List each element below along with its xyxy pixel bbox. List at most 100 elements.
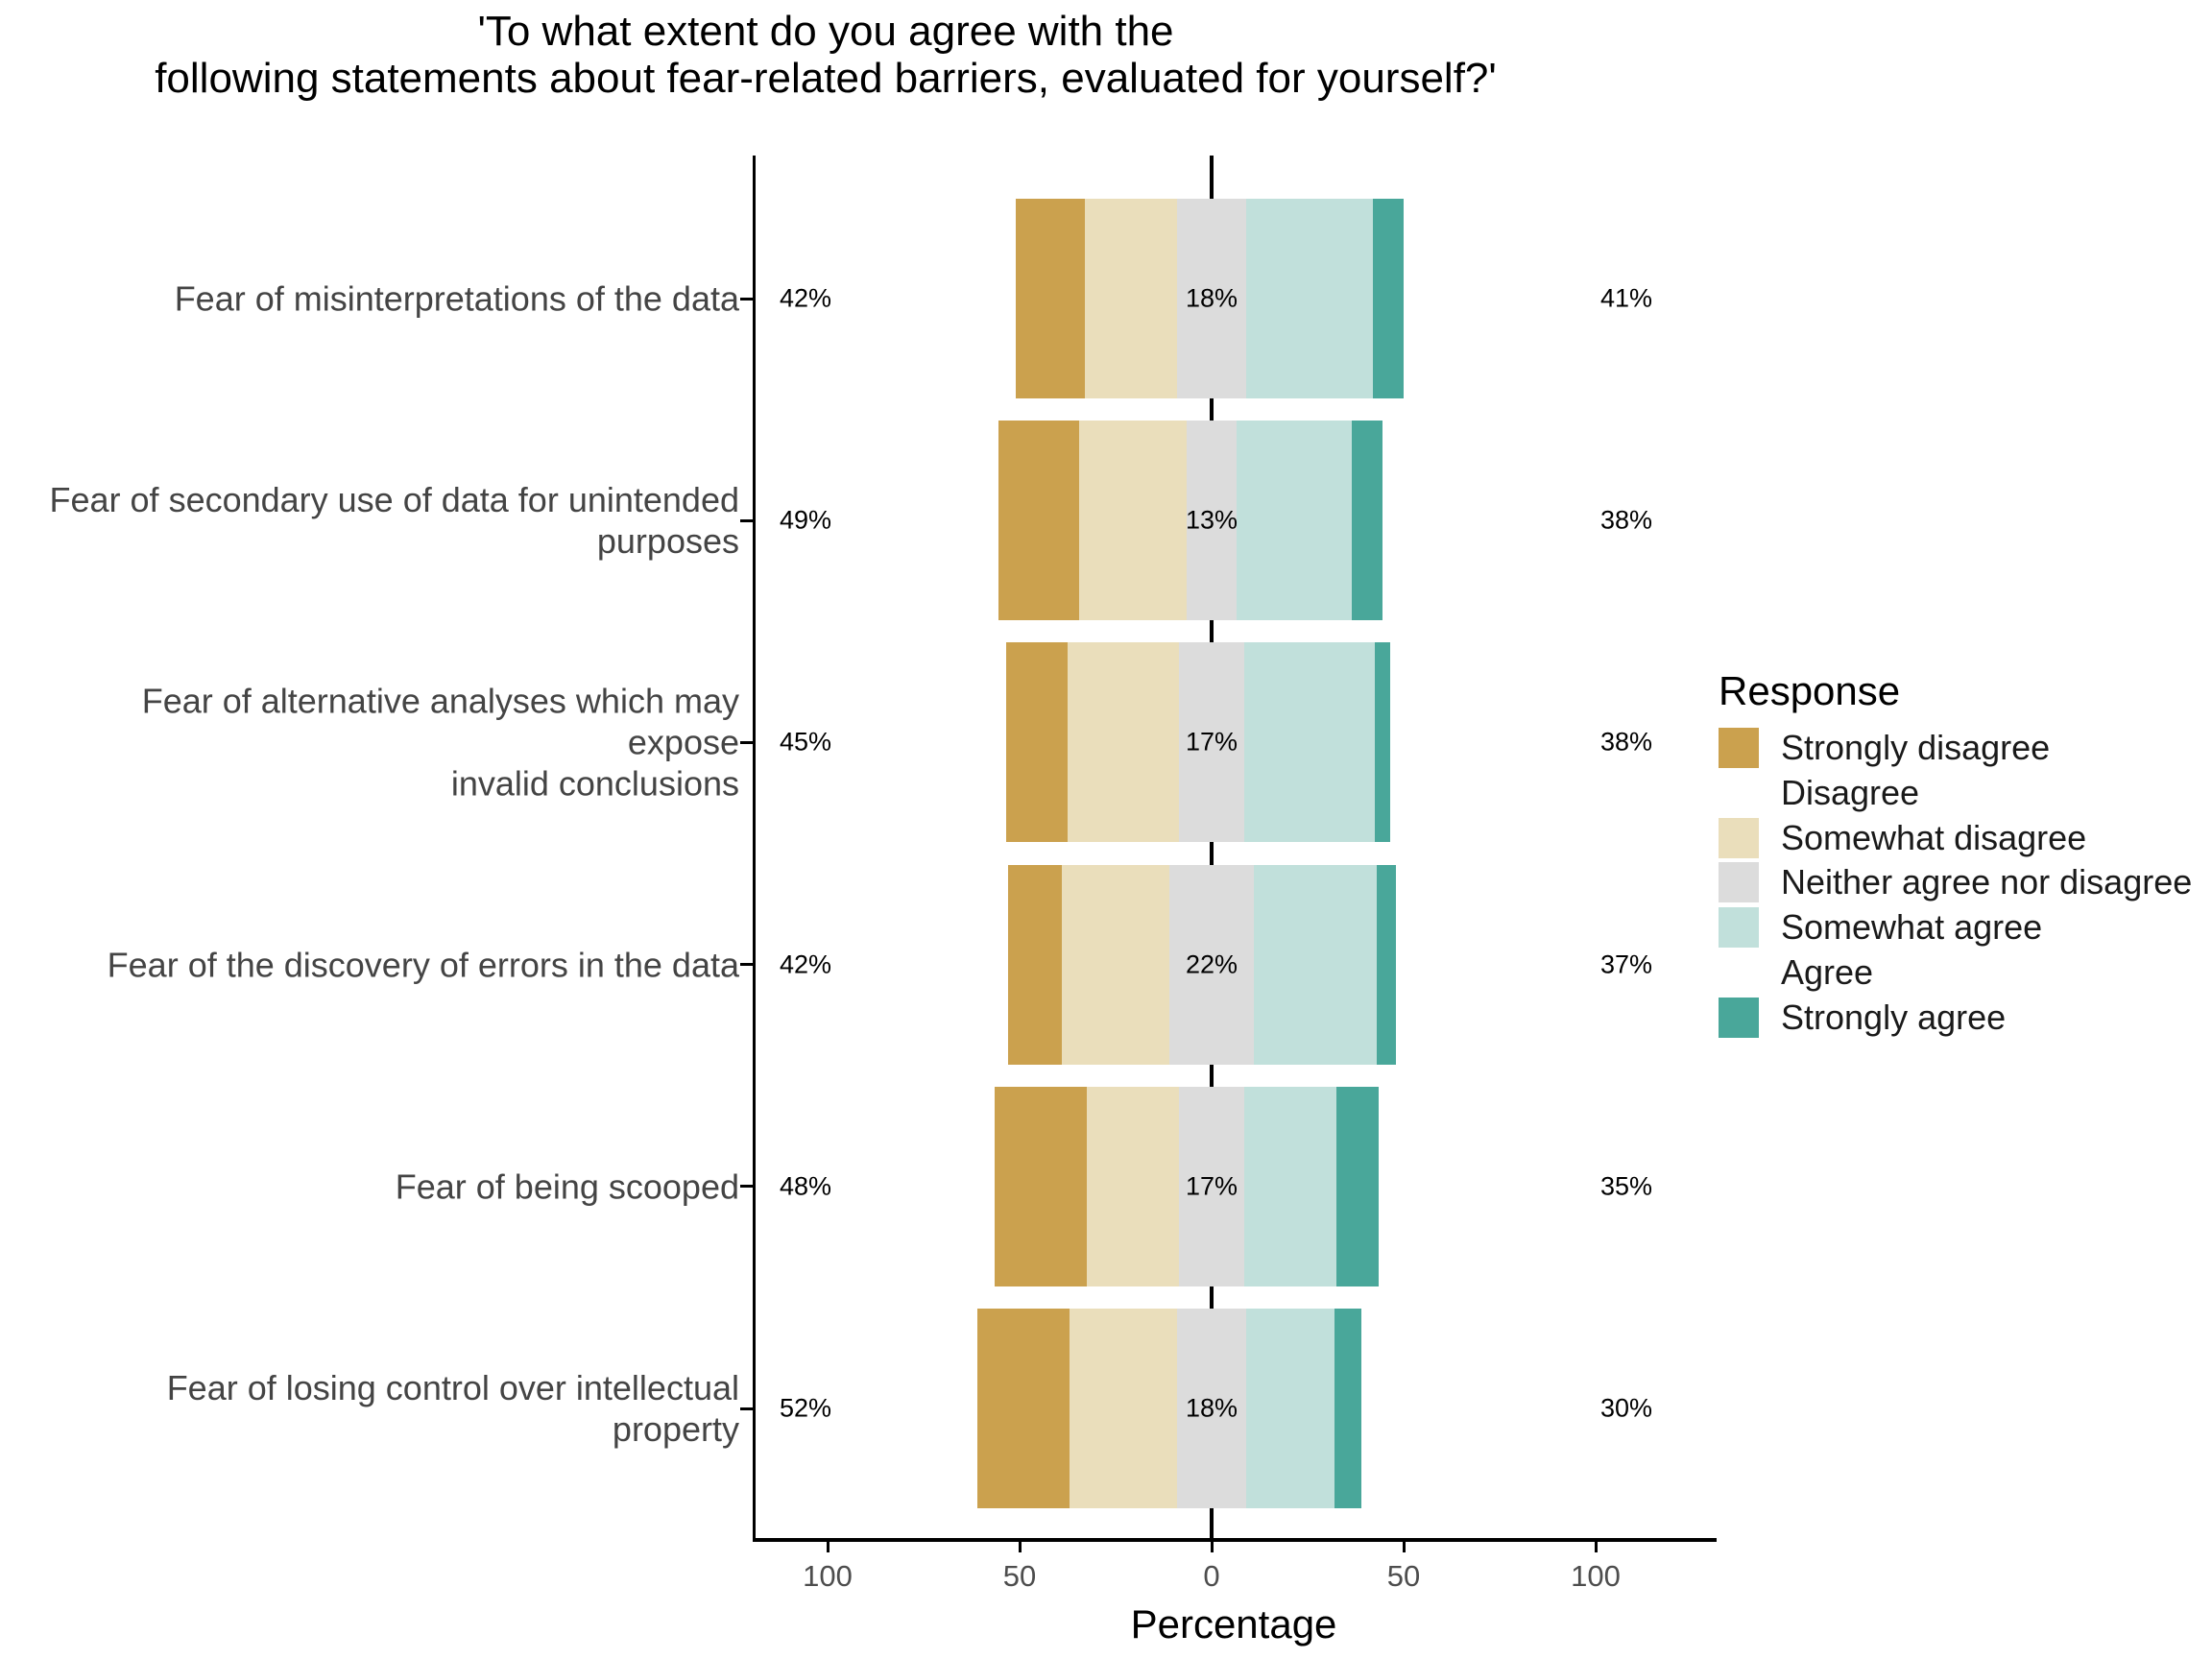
bar-segment: [1179, 1086, 1244, 1286]
bar-segment: [1016, 199, 1085, 398]
bar-row: [1008, 864, 1396, 1065]
x-axis-line: [753, 1538, 1717, 1542]
chart-title: 'To what extent do you agree with the fo…: [0, 8, 1651, 102]
percent-label-right: 30%: [1599, 1393, 1653, 1423]
percent-label-center: 22%: [1185, 950, 1238, 979]
percent-label-center: 17%: [1185, 727, 1238, 757]
legend-item-label: Disagree: [1781, 772, 1920, 812]
bar-row: [1006, 642, 1390, 843]
bar-segment: [1244, 642, 1375, 843]
bar-row: [1016, 199, 1404, 398]
legend-item-label: Somewhat agree: [1781, 907, 2043, 948]
x-tick: [1018, 1540, 1022, 1552]
bar-segment: [1352, 421, 1382, 621]
category-label: Fear of losing control over intellectual…: [166, 1368, 739, 1449]
category-label: Fear of misinterpretations of the data: [174, 278, 739, 319]
percent-label-center: 18%: [1185, 1393, 1238, 1423]
percent-label-center: 17%: [1185, 1171, 1238, 1201]
percent-label-left: 49%: [779, 505, 832, 535]
bar-segment: [1179, 642, 1244, 843]
x-tick-label: 50: [1386, 1559, 1421, 1593]
bar-segment: [1244, 1086, 1336, 1286]
x-tick: [1210, 1540, 1214, 1552]
percent-label-left: 45%: [779, 727, 832, 757]
x-tick-label: 100: [1571, 1559, 1621, 1593]
bar-segment: [977, 1309, 1070, 1508]
x-tick-label: 50: [1002, 1559, 1037, 1593]
bar-segment: [1246, 1309, 1334, 1508]
percent-label-left: 42%: [779, 950, 832, 979]
percent-label-right: 38%: [1599, 727, 1653, 757]
bar-segment: [1085, 199, 1177, 398]
bar-segment: [1254, 864, 1377, 1065]
y-tick: [740, 740, 754, 744]
y-tick: [740, 1185, 754, 1189]
x-tick-label: 0: [1203, 1559, 1220, 1593]
bar-segment: [1008, 864, 1062, 1065]
y-axis-line: [753, 156, 756, 1542]
percent-label-center: 13%: [1185, 505, 1238, 535]
percent-label-right: 41%: [1599, 283, 1653, 313]
bar-segment: [1375, 642, 1390, 843]
legend-item-label: Somewhat disagree: [1781, 817, 2087, 857]
percent-label-right: 37%: [1599, 950, 1653, 979]
legend-item-label: Strongly disagree: [1781, 728, 2051, 767]
y-tick: [740, 1407, 754, 1410]
percent-label-left: 52%: [779, 1393, 832, 1423]
percent-label-right: 35%: [1599, 1171, 1653, 1201]
bar-segment: [998, 421, 1079, 621]
bar-segment: [1373, 199, 1404, 398]
bar-segment: [1187, 421, 1237, 621]
y-tick: [740, 518, 754, 522]
bar-segment: [1177, 199, 1246, 398]
legend-swatch: [1719, 997, 1759, 1038]
bar-segment: [1169, 864, 1254, 1065]
category-label: Fear of alternative analyses which may e…: [141, 681, 739, 804]
bar-segment: [1070, 1309, 1177, 1508]
chart-title-line1: 'To what extent do you agree with the: [477, 8, 1174, 55]
bar-segment: [1006, 642, 1068, 843]
bar-segment: [1062, 864, 1169, 1065]
bar-segment: [1079, 421, 1187, 621]
percent-label-left: 48%: [779, 1171, 832, 1201]
legend-item-label: Agree: [1781, 952, 1874, 992]
bar-segment: [995, 1086, 1087, 1286]
percent-label-right: 38%: [1599, 505, 1653, 535]
category-label: Fear of secondary use of data for uninte…: [49, 480, 739, 562]
x-tick: [1402, 1540, 1406, 1552]
legend-swatch: [1719, 772, 1759, 813]
x-tick: [826, 1540, 830, 1552]
bar-segment: [1237, 421, 1352, 621]
category-label: Fear of being scooped: [395, 1166, 739, 1207]
bar-row: [977, 1309, 1361, 1508]
bar-segment: [1087, 1086, 1179, 1286]
bar-row: [995, 1086, 1379, 1286]
legend-item-label: Neither agree nor disagree: [1781, 862, 2193, 902]
bar-segment: [1377, 864, 1396, 1065]
chart-title-line2: following statements about fear-related …: [155, 55, 1497, 102]
y-tick: [740, 963, 754, 967]
bar-segment: [1334, 1309, 1361, 1508]
x-tick: [1594, 1540, 1598, 1552]
legend-item-label: Strongly agree: [1781, 997, 2007, 1037]
percent-label-center: 18%: [1185, 283, 1238, 313]
legend-title: Response: [1719, 668, 1901, 713]
legend-swatch: [1719, 907, 1759, 949]
legend-swatch: [1719, 862, 1759, 903]
bar-segment: [1068, 642, 1179, 843]
legend-swatch: [1719, 817, 1759, 858]
legend-swatch: [1719, 952, 1759, 993]
category-label: Fear of the discovery of errors in the d…: [107, 945, 739, 985]
bar-row: [998, 421, 1382, 621]
percent-label-left: 42%: [779, 283, 832, 313]
bar-segment: [1177, 1309, 1246, 1508]
bar-segment: [1336, 1086, 1379, 1286]
legend-swatch: [1719, 728, 1759, 768]
bar-segment: [1246, 199, 1373, 398]
y-tick: [740, 297, 754, 301]
zero-reference-line: [1210, 156, 1214, 1540]
x-axis-title: Percentage: [1130, 1601, 1337, 1647]
x-tick-label: 100: [803, 1559, 853, 1593]
